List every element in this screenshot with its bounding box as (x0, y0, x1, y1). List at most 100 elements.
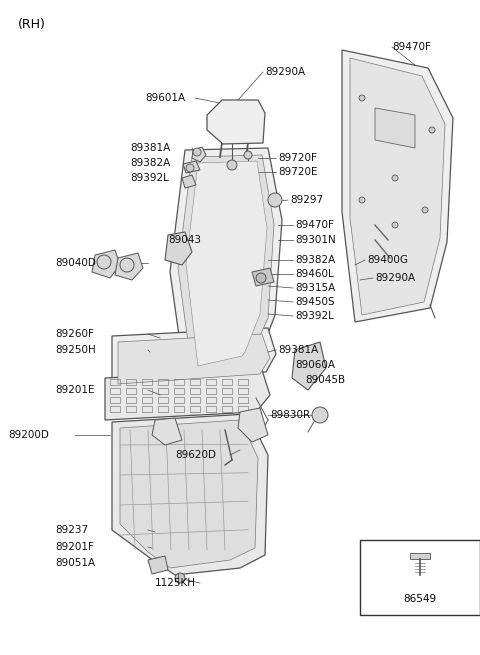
Text: 89381A: 89381A (278, 345, 318, 355)
Text: 89392L: 89392L (295, 311, 334, 321)
Bar (174, 379, 184, 385)
Text: 89470F: 89470F (295, 220, 334, 230)
Text: 89201E: 89201E (55, 385, 95, 395)
Text: 89040D: 89040D (55, 258, 96, 268)
Text: 89400G: 89400G (367, 255, 408, 265)
Text: (RH): (RH) (18, 18, 46, 31)
Bar (222, 397, 232, 403)
Text: 89470F: 89470F (392, 42, 431, 52)
Bar (174, 406, 184, 412)
Bar (142, 406, 152, 412)
Bar (190, 406, 200, 412)
Bar (174, 388, 184, 394)
Text: 89250H: 89250H (55, 345, 96, 355)
Bar (190, 379, 200, 385)
Bar (190, 397, 200, 403)
Polygon shape (112, 328, 276, 380)
Bar (142, 397, 152, 403)
Bar (206, 406, 216, 412)
Text: 1125KH: 1125KH (155, 578, 196, 588)
Polygon shape (342, 50, 453, 322)
Text: 89201F: 89201F (55, 542, 94, 552)
Polygon shape (252, 268, 274, 286)
Bar (238, 406, 248, 412)
Text: 89045B: 89045B (305, 375, 345, 385)
Circle shape (186, 164, 194, 172)
Polygon shape (148, 556, 168, 574)
Bar (158, 397, 168, 403)
Polygon shape (105, 370, 270, 420)
Bar (126, 406, 136, 412)
Circle shape (193, 148, 201, 156)
Bar (206, 397, 216, 403)
Text: 89620D: 89620D (175, 450, 216, 460)
Polygon shape (410, 553, 430, 559)
Polygon shape (165, 232, 192, 265)
Text: 89382A: 89382A (295, 255, 335, 265)
Text: 89260F: 89260F (55, 329, 94, 339)
Bar (158, 406, 168, 412)
Bar (206, 379, 216, 385)
Polygon shape (178, 155, 274, 372)
Bar (142, 388, 152, 394)
Polygon shape (92, 250, 120, 278)
Bar (222, 406, 232, 412)
Bar (360, 540, 480, 615)
Polygon shape (186, 161, 267, 366)
Circle shape (312, 407, 328, 423)
Polygon shape (375, 108, 415, 148)
Polygon shape (170, 148, 282, 378)
Circle shape (429, 127, 435, 133)
Text: 89601A: 89601A (145, 93, 185, 103)
Text: 89301N: 89301N (295, 235, 336, 245)
Text: 89290A: 89290A (375, 273, 415, 283)
Polygon shape (350, 58, 445, 315)
Bar (222, 388, 232, 394)
Polygon shape (120, 420, 258, 568)
Text: 89297: 89297 (290, 195, 323, 205)
Bar (238, 397, 248, 403)
Text: 89051A: 89051A (55, 558, 95, 568)
Text: 89290A: 89290A (265, 67, 305, 77)
Text: 89720E: 89720E (278, 167, 317, 177)
Bar (158, 388, 168, 394)
Bar (238, 379, 248, 385)
Text: 89315A: 89315A (295, 283, 335, 293)
Polygon shape (183, 161, 200, 173)
Bar (174, 397, 184, 403)
Bar (110, 397, 120, 403)
Circle shape (392, 175, 398, 181)
Circle shape (227, 160, 237, 170)
Circle shape (392, 222, 398, 228)
Text: 89392L: 89392L (130, 173, 169, 183)
Circle shape (359, 197, 365, 203)
Text: 89200D: 89200D (8, 430, 49, 440)
Text: 89460L: 89460L (295, 269, 334, 279)
Bar (126, 388, 136, 394)
Text: 89382A: 89382A (130, 158, 170, 168)
Polygon shape (292, 342, 326, 390)
Text: 86549: 86549 (403, 593, 437, 603)
Text: 89720F: 89720F (278, 153, 317, 163)
Text: 89830R: 89830R (270, 410, 310, 420)
Polygon shape (112, 414, 268, 575)
Polygon shape (207, 100, 265, 144)
Bar (190, 388, 200, 394)
Bar (110, 388, 120, 394)
Polygon shape (152, 418, 182, 445)
Circle shape (175, 573, 185, 583)
Circle shape (359, 95, 365, 101)
Text: 89043: 89043 (168, 235, 201, 245)
Polygon shape (238, 408, 268, 442)
Bar (142, 379, 152, 385)
Bar (126, 379, 136, 385)
Circle shape (244, 151, 252, 159)
Bar (222, 379, 232, 385)
Polygon shape (115, 253, 143, 280)
Bar (110, 379, 120, 385)
Bar (206, 388, 216, 394)
Bar (238, 388, 248, 394)
Bar (126, 397, 136, 403)
Circle shape (268, 193, 282, 207)
Text: 89450S: 89450S (295, 297, 335, 307)
